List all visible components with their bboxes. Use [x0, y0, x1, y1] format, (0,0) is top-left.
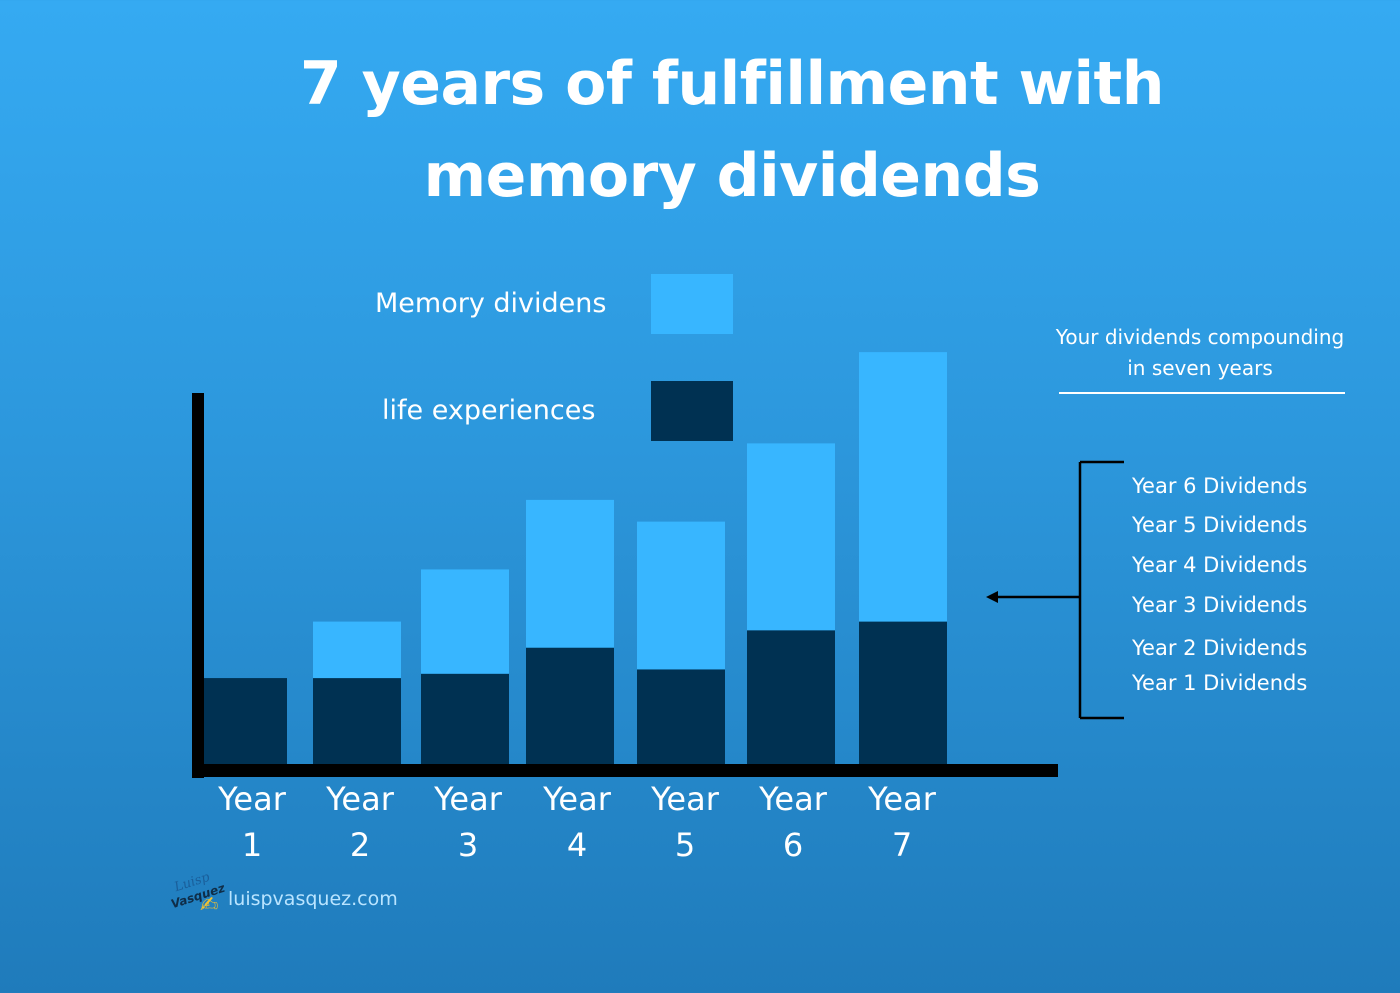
legend-label-life-experiences: life experiences: [382, 395, 596, 426]
x-tick-label-year-4: Year 4: [542, 780, 612, 864]
bar-year-4-memory-dividends: [526, 499, 614, 648]
side-note-line-1: Your dividends compounding: [1055, 325, 1345, 349]
x-tick-label-year-2: Year 2: [325, 780, 395, 864]
y-axis-line: [192, 393, 204, 778]
bars-group: [199, 352, 947, 765]
legend-swatch-life-experiences: [651, 381, 733, 441]
legend-label-memory-dividends: Memory dividens: [375, 288, 607, 319]
bar-year-6-life-experiences: [747, 630, 835, 765]
bar-year-1-life-experiences: [199, 678, 287, 765]
x-tick-label-year-3: Year 3: [433, 780, 503, 864]
brand-url-link[interactable]: luispvasquez.com: [228, 888, 398, 910]
dividend-item-year-4: Year 4 Dividends: [1132, 553, 1308, 577]
bar-year-7-life-experiences: [859, 621, 947, 765]
side-note: Your dividends compounding in seven year…: [1040, 322, 1360, 384]
x-tick-label-year-7: Year 7: [867, 780, 937, 864]
arrow-left-icon: [986, 591, 998, 603]
writing-hand-icon: ✍: [200, 893, 219, 918]
bar-year-5-memory-dividends: [637, 521, 725, 670]
bar-year-3-memory-dividends: [421, 569, 509, 674]
x-tick-label-year-6: Year 6: [758, 780, 828, 864]
bar-year-5-life-experiences: [637, 669, 725, 765]
brand-logo: Luisp Vasquez ✍: [169, 870, 232, 923]
x-axis-line: [192, 764, 1058, 777]
chart-title-line-2: memory dividends: [423, 141, 1041, 211]
bracket: [996, 460, 1124, 720]
dividend-item-year-1: Year 1 Dividends: [1132, 671, 1308, 695]
x-tick-label-year-1: Year 1: [217, 780, 287, 864]
side-note-line-2: in seven years: [1127, 356, 1273, 380]
side-note-underline: [1059, 392, 1345, 394]
dividend-item-year-3: Year 3 Dividends: [1132, 593, 1308, 617]
dividend-item-year-6: Year 6 Dividends: [1132, 474, 1308, 498]
chart-title: 7 years of fulfillment with memory divid…: [0, 38, 1400, 222]
bar-year-2-life-experiences: [313, 678, 401, 765]
dividend-item-year-2: Year 2 Dividends: [1132, 636, 1308, 660]
bar-year-3-life-experiences: [421, 673, 509, 765]
dividend-item-year-5: Year 5 Dividends: [1132, 513, 1308, 537]
x-tick-labels: Year 1 Year 2 Year 3 Year 4 Year 5 Year 6 Year 7: [217, 780, 937, 864]
bar-year-2-memory-dividends: [313, 621, 401, 679]
x-tick-label-year-5: Year 5: [650, 780, 720, 864]
bar-year-4-life-experiences: [526, 647, 614, 765]
legend-swatch-memory-dividends: [651, 274, 733, 334]
bar-year-7-memory-dividends: [859, 352, 947, 622]
bar-year-6-memory-dividends: [747, 443, 835, 631]
brand-footer: Luisp Vasquez ✍ luispvasquez.com: [169, 870, 398, 923]
chart-title-line-1: 7 years of fulfillment with: [300, 49, 1164, 119]
